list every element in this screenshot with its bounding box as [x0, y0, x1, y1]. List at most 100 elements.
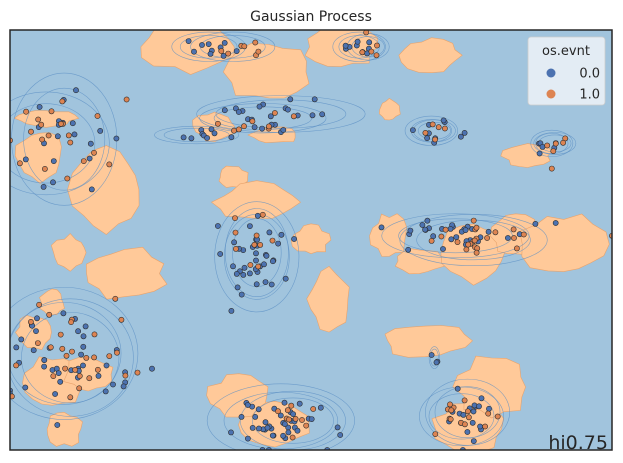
point-class-0 — [246, 270, 253, 277]
point-class-1 — [39, 136, 45, 143]
point-class-1 — [48, 108, 55, 115]
decision-region — [369, 213, 408, 257]
confidence-contour — [154, 125, 240, 145]
point-class-0 — [34, 315, 40, 322]
point-class-0 — [428, 352, 435, 358]
point-class-1 — [422, 129, 429, 136]
point-class-0 — [86, 155, 93, 162]
confidence-contour — [533, 132, 577, 155]
point-class-1 — [438, 233, 445, 240]
point-class-0 — [319, 111, 326, 118]
point-class-1 — [373, 52, 380, 59]
point-class-1 — [265, 123, 272, 130]
point-class-1 — [548, 165, 555, 172]
point-class-1 — [471, 237, 478, 244]
point-class-1 — [80, 158, 87, 164]
point-class-0 — [50, 158, 57, 164]
confidence-contour — [21, 311, 120, 404]
point-class-1 — [550, 148, 557, 154]
point-class-0 — [309, 112, 316, 119]
point-class-1 — [447, 416, 454, 423]
point-class-0 — [191, 48, 197, 55]
decision-region — [384, 325, 473, 358]
point-class-1 — [23, 108, 29, 115]
point-class-0 — [354, 38, 361, 45]
point-class-0 — [552, 220, 559, 226]
point-class-1 — [58, 121, 64, 127]
point-class-0 — [188, 135, 195, 142]
point-class-1 — [368, 48, 375, 55]
point-class-0 — [261, 261, 267, 268]
point-class-1 — [432, 431, 439, 437]
point-class-0 — [233, 270, 240, 277]
point-class-0 — [71, 131, 78, 138]
plot-frame — [9, 29, 613, 451]
point-class-0 — [238, 291, 245, 298]
corner-annotation: hi0.75 — [548, 432, 608, 454]
point-class-1 — [465, 241, 472, 248]
point-class-0 — [234, 284, 241, 291]
point-class-0 — [221, 40, 228, 46]
point-class-0 — [476, 403, 482, 410]
confidence-contour — [10, 302, 122, 405]
point-class-0 — [296, 400, 303, 407]
confidence-contour — [239, 390, 346, 450]
point-class-1 — [247, 262, 254, 268]
point-class-1 — [123, 96, 130, 103]
point-class-0 — [235, 109, 242, 115]
point-class-1 — [485, 410, 492, 417]
point-class-1 — [253, 232, 260, 239]
point-class-0 — [249, 424, 256, 431]
point-class-0 — [453, 234, 460, 240]
point-class-0 — [262, 419, 269, 426]
point-class-0 — [54, 133, 61, 140]
point-class-1 — [465, 414, 472, 421]
confidence-contour — [419, 386, 504, 447]
point-class-0 — [255, 425, 262, 432]
point-class-0 — [457, 133, 464, 140]
point-class-0 — [233, 48, 240, 54]
scatter-points — [10, 30, 612, 450]
decision-region — [304, 30, 379, 67]
point-class-0 — [244, 435, 251, 442]
point-class-0 — [80, 343, 87, 350]
point-class-1 — [214, 120, 221, 127]
point-class-1 — [544, 142, 551, 149]
point-class-1 — [249, 118, 256, 125]
point-class-0 — [294, 427, 301, 434]
confidence-contour — [10, 91, 110, 196]
point-class-1 — [473, 249, 480, 256]
point-class-1 — [520, 231, 527, 238]
point-class-1 — [442, 226, 449, 233]
point-class-1 — [67, 394, 74, 401]
point-class-0 — [277, 412, 284, 419]
point-class-1 — [271, 110, 278, 116]
point-class-0 — [342, 42, 349, 49]
point-class-1 — [259, 211, 266, 218]
point-class-0 — [287, 96, 294, 103]
point-class-0 — [36, 104, 43, 110]
confidence-contour — [215, 99, 347, 129]
point-class-1 — [64, 175, 71, 182]
point-class-0 — [285, 429, 292, 436]
point-class-1 — [232, 229, 239, 236]
point-class-1 — [482, 423, 488, 430]
point-class-1 — [429, 121, 436, 128]
point-class-1 — [447, 401, 453, 408]
point-class-0 — [440, 246, 446, 252]
point-class-1 — [292, 415, 299, 422]
point-class-0 — [407, 227, 414, 234]
point-class-0 — [291, 236, 297, 242]
point-class-0 — [228, 307, 235, 314]
point-class-0 — [41, 357, 48, 363]
point-class-0 — [55, 370, 62, 376]
point-class-0 — [253, 281, 260, 288]
point-class-0 — [214, 223, 221, 229]
point-class-1 — [363, 30, 370, 36]
point-class-0 — [230, 263, 236, 270]
point-class-0 — [149, 365, 155, 372]
confidence-contour — [535, 132, 569, 154]
point-class-0 — [30, 347, 37, 354]
point-class-0 — [97, 127, 104, 134]
